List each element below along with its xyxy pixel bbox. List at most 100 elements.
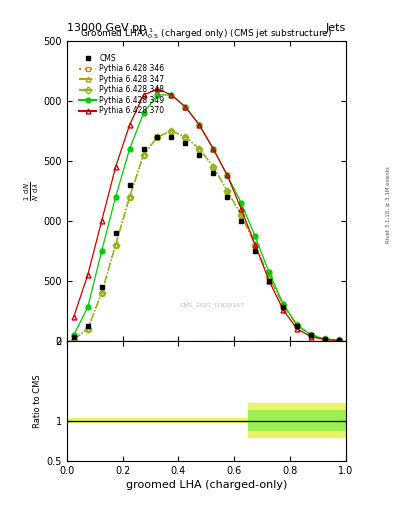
- Pythia 6.428 347: [169, 128, 174, 134]
- Pythia 6.428 346: [169, 128, 174, 134]
- Pythia 6.428 347: [141, 152, 146, 158]
- Pythia 6.428 370: [113, 164, 118, 170]
- Pythia 6.428 349: [72, 332, 76, 338]
- CMS: [253, 248, 257, 254]
- Pythia 6.428 348: [253, 242, 257, 248]
- Pythia 6.428 370: [197, 122, 202, 128]
- Pythia 6.428 346: [155, 134, 160, 140]
- CMS: [183, 140, 188, 146]
- Pythia 6.428 347: [336, 337, 341, 344]
- Line: Pythia 6.428 348: Pythia 6.428 348: [72, 129, 341, 343]
- Pythia 6.428 370: [281, 307, 285, 313]
- CMS: [295, 324, 299, 330]
- Pythia 6.428 346: [113, 242, 118, 248]
- Line: Pythia 6.428 370: Pythia 6.428 370: [72, 87, 341, 343]
- Pythia 6.428 347: [239, 212, 244, 218]
- CMS: [127, 182, 132, 188]
- Pythia 6.428 346: [99, 290, 104, 296]
- Pythia 6.428 348: [239, 212, 244, 218]
- CMS: [155, 134, 160, 140]
- Pythia 6.428 346: [336, 337, 341, 344]
- Pythia 6.428 370: [72, 314, 76, 320]
- Title: Groomed LHA$\lambda^{1}_{0.5}$ (charged only) (CMS jet substructure): Groomed LHA$\lambda^{1}_{0.5}$ (charged …: [80, 26, 332, 41]
- Pythia 6.428 348: [211, 164, 216, 170]
- Pythia 6.428 347: [183, 134, 188, 140]
- Pythia 6.428 348: [85, 326, 90, 332]
- Pythia 6.428 349: [323, 336, 327, 342]
- Pythia 6.428 347: [267, 274, 272, 281]
- Pythia 6.428 349: [253, 233, 257, 240]
- Pythia 6.428 348: [295, 322, 299, 328]
- Pythia 6.428 346: [253, 242, 257, 248]
- Pythia 6.428 347: [99, 290, 104, 296]
- Pythia 6.428 346: [211, 164, 216, 170]
- Pythia 6.428 370: [99, 218, 104, 224]
- Pythia 6.428 370: [141, 92, 146, 98]
- Pythia 6.428 347: [281, 302, 285, 308]
- Pythia 6.428 348: [72, 336, 76, 343]
- Pythia 6.428 346: [85, 326, 90, 332]
- Pythia 6.428 346: [72, 336, 76, 343]
- Legend: CMS, Pythia 6.428 346, Pythia 6.428 347, Pythia 6.428 348, Pythia 6.428 349, Pyt: CMS, Pythia 6.428 346, Pythia 6.428 347,…: [76, 51, 167, 118]
- Pythia 6.428 346: [323, 336, 327, 342]
- Pythia 6.428 348: [309, 332, 313, 338]
- Pythia 6.428 346: [183, 134, 188, 140]
- Pythia 6.428 370: [127, 122, 132, 128]
- Pythia 6.428 349: [295, 322, 299, 328]
- Pythia 6.428 370: [155, 86, 160, 92]
- Pythia 6.428 347: [197, 146, 202, 152]
- Pythia 6.428 349: [225, 172, 230, 178]
- CMS: [141, 146, 146, 152]
- Line: Pythia 6.428 347: Pythia 6.428 347: [72, 129, 341, 343]
- Pythia 6.428 349: [99, 248, 104, 254]
- Pythia 6.428 346: [141, 152, 146, 158]
- Pythia 6.428 370: [267, 278, 272, 284]
- Pythia 6.428 347: [309, 332, 313, 338]
- CMS: [323, 336, 327, 342]
- Pythia 6.428 349: [113, 194, 118, 200]
- Line: CMS: CMS: [72, 135, 341, 343]
- Pythia 6.428 346: [127, 194, 132, 200]
- Pythia 6.428 347: [295, 322, 299, 328]
- Text: Jets: Jets: [325, 23, 346, 33]
- Pythia 6.428 347: [72, 336, 76, 343]
- Pythia 6.428 370: [323, 336, 327, 343]
- Pythia 6.428 348: [336, 337, 341, 344]
- Pythia 6.428 348: [281, 302, 285, 308]
- Pythia 6.428 348: [141, 152, 146, 158]
- CMS: [267, 278, 272, 284]
- Pythia 6.428 370: [169, 92, 174, 98]
- Pythia 6.428 347: [127, 194, 132, 200]
- Line: Pythia 6.428 346: Pythia 6.428 346: [72, 129, 341, 343]
- Pythia 6.428 370: [85, 272, 90, 278]
- Pythia 6.428 349: [267, 269, 272, 275]
- Pythia 6.428 347: [113, 242, 118, 248]
- CMS: [197, 152, 202, 158]
- Text: 13000 GeV pp: 13000 GeV pp: [67, 23, 146, 33]
- Pythia 6.428 346: [197, 146, 202, 152]
- Y-axis label: Ratio to CMS: Ratio to CMS: [33, 374, 42, 428]
- Pythia 6.428 347: [225, 188, 230, 194]
- CMS: [309, 332, 313, 338]
- Pythia 6.428 346: [295, 322, 299, 328]
- Pythia 6.428 348: [323, 336, 327, 342]
- Pythia 6.428 346: [309, 332, 313, 338]
- CMS: [113, 230, 118, 236]
- Pythia 6.428 348: [225, 188, 230, 194]
- Pythia 6.428 349: [127, 146, 132, 152]
- Pythia 6.428 370: [239, 206, 244, 212]
- Pythia 6.428 348: [155, 134, 160, 140]
- Y-axis label: $\frac{1}{N}\,\frac{\mathrm{d}N}{\mathrm{d}\lambda}$: $\frac{1}{N}\,\frac{\mathrm{d}N}{\mathrm…: [22, 181, 40, 201]
- Pythia 6.428 347: [323, 336, 327, 342]
- CMS: [211, 170, 216, 176]
- Pythia 6.428 349: [281, 301, 285, 307]
- Pythia 6.428 349: [239, 200, 244, 206]
- Pythia 6.428 349: [197, 122, 202, 128]
- Pythia 6.428 348: [183, 134, 188, 140]
- Text: Rivet 3.1.10, ≥ 3.1M events: Rivet 3.1.10, ≥ 3.1M events: [386, 166, 391, 243]
- Pythia 6.428 349: [211, 146, 216, 152]
- Pythia 6.428 347: [85, 326, 90, 332]
- Pythia 6.428 348: [169, 128, 174, 134]
- Pythia 6.428 370: [211, 146, 216, 152]
- CMS: [239, 218, 244, 224]
